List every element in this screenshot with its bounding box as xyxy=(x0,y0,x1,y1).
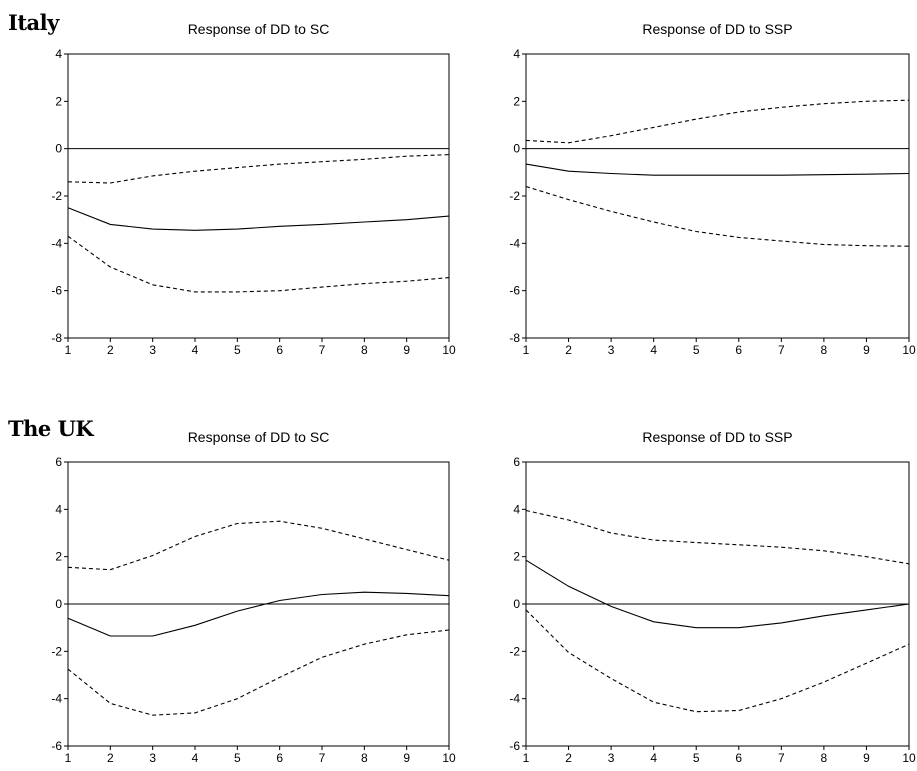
panel1-x-tick-label: 10 xyxy=(442,343,456,357)
panel1-response-line xyxy=(67,207,450,231)
panel3-x-tick-label: 4 xyxy=(192,751,199,765)
panel2-y-tick-label: -4 xyxy=(509,236,520,250)
panel3-y-tick-label: -6 xyxy=(51,739,62,753)
panel1-x-tick-label: 1 xyxy=(65,343,72,357)
panel3-upper-band-line xyxy=(67,520,450,571)
panel1-x-tick-label: 2 xyxy=(107,343,114,357)
panel3-x-tick-label: 9 xyxy=(403,751,410,765)
panel1-y-tick-label: -4 xyxy=(51,236,62,250)
panel2-y-tick-label: 0 xyxy=(513,142,520,156)
panel2-x-tick-label: 3 xyxy=(608,343,615,357)
country-label-uk: The UK xyxy=(8,416,94,441)
panel4-x-tick-label: 5 xyxy=(693,751,700,765)
panel2-y-tick-label: -6 xyxy=(509,284,520,298)
panel3-x-tick-label: 7 xyxy=(319,751,326,765)
panel1-y-tick-label: -8 xyxy=(51,331,62,345)
panel4-x-tick-label: 1 xyxy=(523,751,530,765)
panel2-y-tick-label: -8 xyxy=(509,331,520,345)
panel3-y-tick-label: 2 xyxy=(55,550,62,564)
panel2-x-tick-label: 7 xyxy=(778,343,785,357)
panel3-y-tick-label: 6 xyxy=(55,455,62,469)
panel2-plot-frame xyxy=(525,53,910,339)
panel2-y-tick-label: -2 xyxy=(509,189,520,203)
panel3-x-tick-label: 1 xyxy=(65,751,72,765)
panel1-y-tick-label: -6 xyxy=(51,284,62,298)
panel3-lower-band-line xyxy=(67,629,450,716)
panel1-plot-frame xyxy=(67,53,450,339)
panel1-y-tick-label: 2 xyxy=(55,94,62,108)
panel2-x-tick-label: 2 xyxy=(565,343,572,357)
panel4-x-tick-label: 4 xyxy=(650,751,657,765)
panel4-y-tick-label: 4 xyxy=(513,502,520,516)
panel2-x-tick-label: 4 xyxy=(650,343,657,357)
panel2-y-tick-label: 4 xyxy=(513,47,520,61)
panel2-y-tick-label: 2 xyxy=(513,94,520,108)
panel2-x-tick-label: 6 xyxy=(735,343,742,357)
panel1-x-tick-label: 9 xyxy=(403,343,410,357)
panel2-x-tick-label: 10 xyxy=(902,343,916,357)
panel3-response-line xyxy=(67,591,450,637)
panel4-x-tick-label: 7 xyxy=(778,751,785,765)
panel4-y-tick-label: -6 xyxy=(509,739,520,753)
panel3-y-tick-label: -4 xyxy=(51,692,62,706)
panel1-x-tick-label: 6 xyxy=(276,343,283,357)
panel1-title: Response of DD to SC xyxy=(188,21,330,37)
panel2-lower-band-line xyxy=(525,185,910,247)
panel3-x-tick-label: 10 xyxy=(442,751,456,765)
panel2-x-tick-label: 1 xyxy=(523,343,530,357)
panel1-y-tick-label: 4 xyxy=(55,47,62,61)
panel4-x-tick-label: 8 xyxy=(821,751,828,765)
panel4-y-tick-label: 0 xyxy=(513,597,520,611)
panel4-y-tick-label: -2 xyxy=(509,644,520,658)
panel4-x-tick-label: 9 xyxy=(863,751,870,765)
panel3-x-tick-label: 6 xyxy=(276,751,283,765)
panel3-y-tick-label: 0 xyxy=(55,597,62,611)
panel1-y-tick-label: -2 xyxy=(51,189,62,203)
panel1-x-tick-label: 7 xyxy=(319,343,326,357)
panel4-lower-band-line xyxy=(525,609,910,713)
panel3-title: Response of DD to SC xyxy=(188,429,330,445)
panel4-x-tick-label: 10 xyxy=(902,751,916,765)
panel2-upper-band-line xyxy=(525,99,910,144)
panel2-x-tick-label: 9 xyxy=(863,343,870,357)
panel4-y-tick-label: 2 xyxy=(513,550,520,564)
country-label-italy: Italy xyxy=(8,10,59,35)
panel1-lower-band-line xyxy=(67,235,450,293)
panel4-y-tick-label: 6 xyxy=(513,455,520,469)
panel4-response-line xyxy=(525,559,910,629)
panel1-x-tick-label: 8 xyxy=(361,343,368,357)
panel4-upper-band-line xyxy=(525,509,910,565)
panel1-x-tick-label: 5 xyxy=(234,343,241,357)
panel2-x-tick-label: 5 xyxy=(693,343,700,357)
panel4-title: Response of DD to SSP xyxy=(642,429,792,445)
panel3-y-tick-label: 4 xyxy=(55,502,62,516)
panel3-y-tick-label: -2 xyxy=(51,644,62,658)
panel1-x-tick-label: 3 xyxy=(149,343,156,357)
panel1-x-tick-label: 4 xyxy=(192,343,199,357)
panel3-x-tick-label: 3 xyxy=(149,751,156,765)
panel1-upper-band-line xyxy=(67,154,450,184)
panel1-y-tick-label: 0 xyxy=(55,142,62,156)
panel2-response-line xyxy=(525,163,910,176)
panel4-y-tick-label: -4 xyxy=(509,692,520,706)
panel2-title: Response of DD to SSP xyxy=(642,21,792,37)
panel4-x-tick-label: 2 xyxy=(565,751,572,765)
panel4-x-tick-label: 3 xyxy=(608,751,615,765)
panel3-x-tick-label: 5 xyxy=(234,751,241,765)
panel3-x-tick-label: 8 xyxy=(361,751,368,765)
panel3-x-tick-label: 2 xyxy=(107,751,114,765)
panel4-x-tick-label: 6 xyxy=(735,751,742,765)
panel2-x-tick-label: 8 xyxy=(821,343,828,357)
